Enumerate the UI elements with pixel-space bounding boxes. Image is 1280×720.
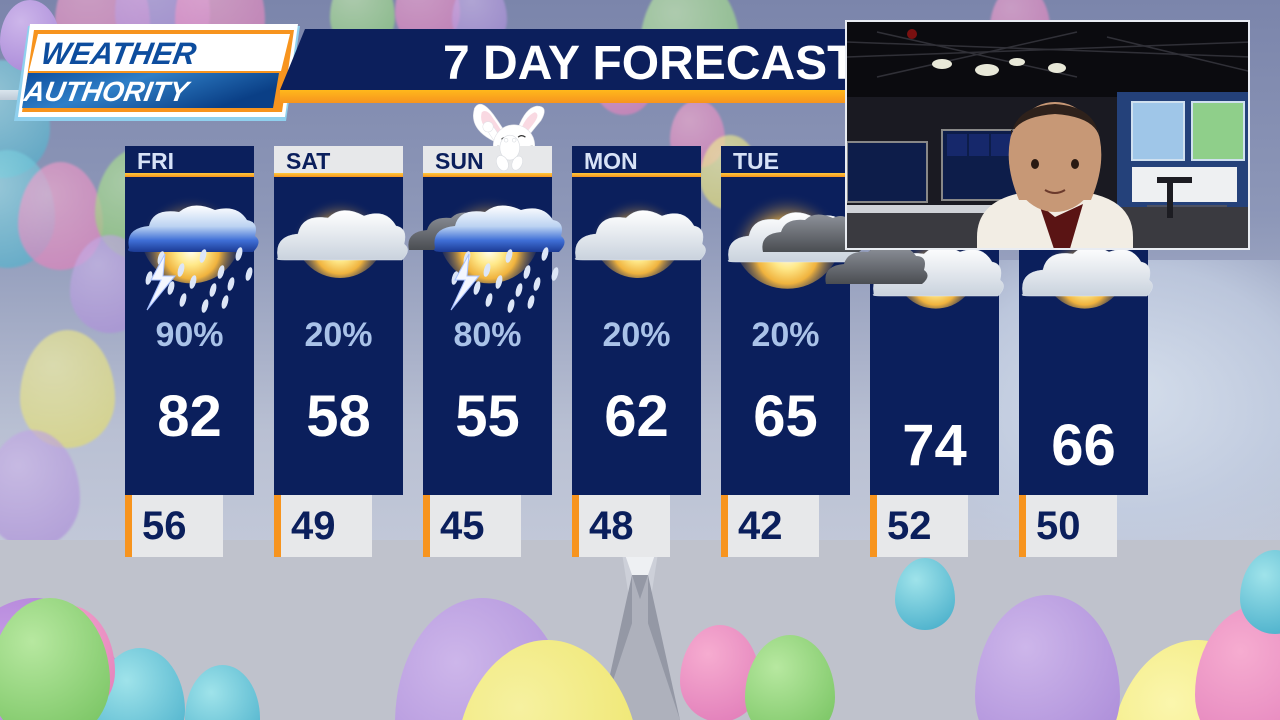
svg-text:WEATHER: WEATHER — [38, 36, 199, 71]
svg-text:AUTHORITY: AUTHORITY — [21, 75, 193, 107]
